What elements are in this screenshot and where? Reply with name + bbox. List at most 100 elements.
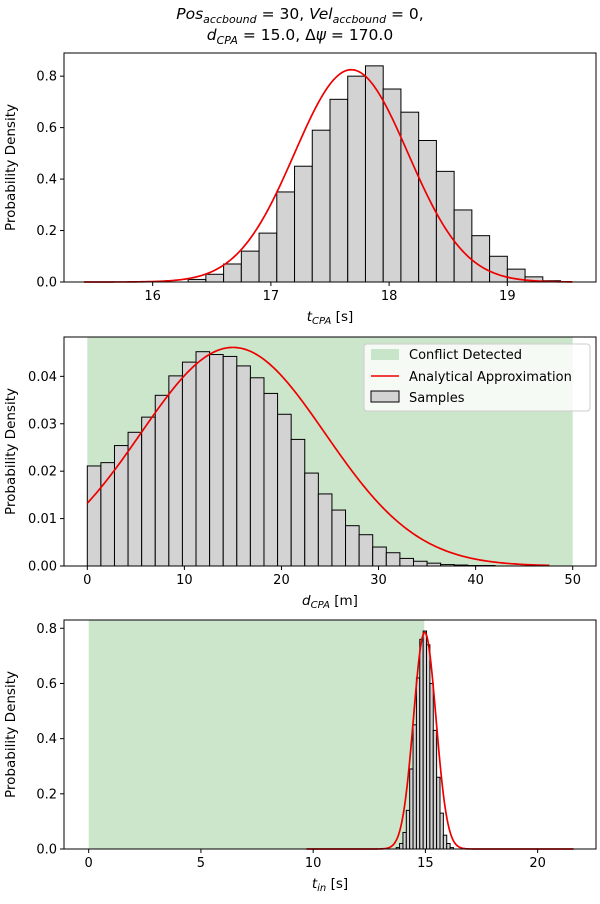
histogram-bar bbox=[142, 417, 156, 566]
y-tick-label: 0.4 bbox=[36, 732, 57, 747]
histogram-bar bbox=[423, 631, 426, 849]
histogram-bar bbox=[169, 376, 183, 566]
x-tick-label: 0 bbox=[83, 573, 91, 588]
histogram-bar bbox=[454, 210, 472, 282]
histogram-bar bbox=[440, 813, 443, 849]
histogram-bar bbox=[433, 730, 436, 849]
histogram-bar bbox=[114, 446, 128, 566]
y-tick-label: 0.6 bbox=[36, 677, 57, 692]
x-axis-label: tin [s] bbox=[312, 876, 348, 894]
histogram-bar bbox=[443, 835, 446, 849]
histogram-bar bbox=[413, 725, 416, 849]
histogram-bar bbox=[437, 777, 440, 849]
legend-swatch-samples bbox=[371, 391, 399, 402]
histogram-bar bbox=[403, 832, 406, 849]
histogram-bar bbox=[420, 639, 423, 849]
x-tick-label: 20 bbox=[273, 573, 290, 588]
y-tick-label: 0.03 bbox=[28, 417, 57, 432]
histogram-bar bbox=[128, 432, 142, 566]
legend-swatch-conflict bbox=[371, 349, 399, 360]
histogram-bar bbox=[373, 547, 387, 566]
y-tick-label: 0.00 bbox=[28, 560, 57, 575]
histogram-bar bbox=[223, 356, 237, 566]
x-tick-label: 17 bbox=[263, 289, 280, 304]
histogram-bar bbox=[332, 510, 346, 566]
legend-label-conflict: Conflict Detected bbox=[409, 348, 522, 363]
histogram-bar bbox=[87, 466, 101, 566]
y-axis-label: Probability Density bbox=[3, 104, 19, 231]
histogram-bar bbox=[295, 166, 313, 282]
histogram-bar bbox=[400, 843, 403, 849]
histogram-bar bbox=[305, 473, 319, 566]
y-tick-label: 0.02 bbox=[28, 465, 57, 480]
x-tick-label: 18 bbox=[381, 289, 398, 304]
x-tick-label: 10 bbox=[176, 573, 193, 588]
figure-title-line1: Posaccbound = 30, Velaccbound = 0, bbox=[176, 5, 423, 26]
x-tick-label: 10 bbox=[305, 856, 322, 871]
y-tick-label: 0.4 bbox=[36, 173, 57, 188]
histogram-bar bbox=[241, 251, 259, 282]
histogram-bar bbox=[196, 352, 210, 566]
histogram-bar bbox=[182, 362, 196, 566]
histogram-bar bbox=[210, 355, 224, 566]
histogram-bar bbox=[206, 274, 224, 282]
x-tick-label: 19 bbox=[499, 289, 516, 304]
tcpa-histogram-panel: 16 17 18 19 0.0 0.2 0.4 0.6 0.8 tCPA [s] Probabili… bbox=[3, 53, 596, 327]
y-tick-label: 0.2 bbox=[36, 787, 57, 802]
histogram-bar bbox=[155, 395, 169, 566]
histogram-bar bbox=[250, 378, 264, 566]
legend-label-samples: Samples bbox=[409, 391, 465, 406]
histogram-bar bbox=[386, 553, 400, 566]
histogram-bar bbox=[413, 561, 427, 566]
histogram-bar bbox=[447, 843, 450, 849]
histogram-bar bbox=[278, 414, 292, 566]
histogram-bar bbox=[259, 233, 277, 282]
histogram-bar bbox=[237, 366, 251, 566]
histogram-bar bbox=[318, 494, 332, 566]
histogram-bar bbox=[416, 678, 419, 849]
y-tick-label: 0.0 bbox=[36, 843, 57, 858]
figure-title-line2: dCPA = 15.0, Δψ = 170.0 bbox=[207, 26, 393, 47]
x-axis-label: dCPA [m] bbox=[302, 593, 358, 611]
legend: Conflict Detected Analytical Approximati… bbox=[364, 344, 590, 411]
histogram-bar bbox=[346, 526, 360, 566]
y-tick-label: 0.8 bbox=[36, 622, 57, 637]
x-tick-label: 5 bbox=[197, 856, 205, 871]
histogram-bar bbox=[406, 810, 409, 849]
histogram-bar bbox=[291, 439, 305, 566]
histogram-bar bbox=[430, 683, 433, 849]
histogram-bar bbox=[401, 112, 419, 282]
y-tick-label: 0.6 bbox=[36, 121, 57, 136]
y-tick-label: 0.0 bbox=[36, 276, 57, 291]
x-tick-label: 15 bbox=[417, 856, 434, 871]
x-tick-label: 50 bbox=[564, 573, 581, 588]
tin-histogram-panel: 0 5 10 15 20 0.0 0.2 0.4 0.6 0.8 tin [s] Probabilit… bbox=[3, 620, 596, 894]
y-tick-label: 0.04 bbox=[28, 370, 57, 385]
histogram-bar bbox=[427, 645, 430, 849]
x-tick-label: 20 bbox=[529, 856, 546, 871]
histogram-bar bbox=[400, 558, 414, 566]
legend-label-analytical: Analytical Approximation bbox=[409, 370, 572, 385]
y-axis-label: Probability Density bbox=[3, 671, 19, 798]
y-tick-label: 0.2 bbox=[36, 224, 57, 239]
histogram-bar bbox=[419, 140, 437, 282]
x-tick-label: 40 bbox=[467, 573, 484, 588]
x-tick-label: 0 bbox=[85, 856, 93, 871]
x-tick-label: 30 bbox=[370, 573, 387, 588]
x-axis-label: tCPA [s] bbox=[307, 309, 354, 327]
histogram-bar bbox=[277, 192, 295, 282]
x-tick-label: 16 bbox=[144, 289, 161, 304]
histogram-bar bbox=[490, 256, 508, 282]
histogram-bar bbox=[472, 236, 490, 282]
histogram-bar bbox=[348, 76, 366, 282]
histogram-bar bbox=[410, 769, 413, 849]
histogram-bar bbox=[365, 66, 383, 282]
histogram-bar bbox=[224, 264, 242, 282]
conflict-detected-region bbox=[89, 620, 425, 849]
histogram-bar bbox=[330, 99, 348, 282]
y-axis-label: Probability Density bbox=[3, 388, 19, 515]
y-tick-label: 0.01 bbox=[28, 512, 57, 527]
histogram-bar bbox=[359, 535, 373, 566]
y-tick-label: 0.8 bbox=[36, 70, 57, 85]
